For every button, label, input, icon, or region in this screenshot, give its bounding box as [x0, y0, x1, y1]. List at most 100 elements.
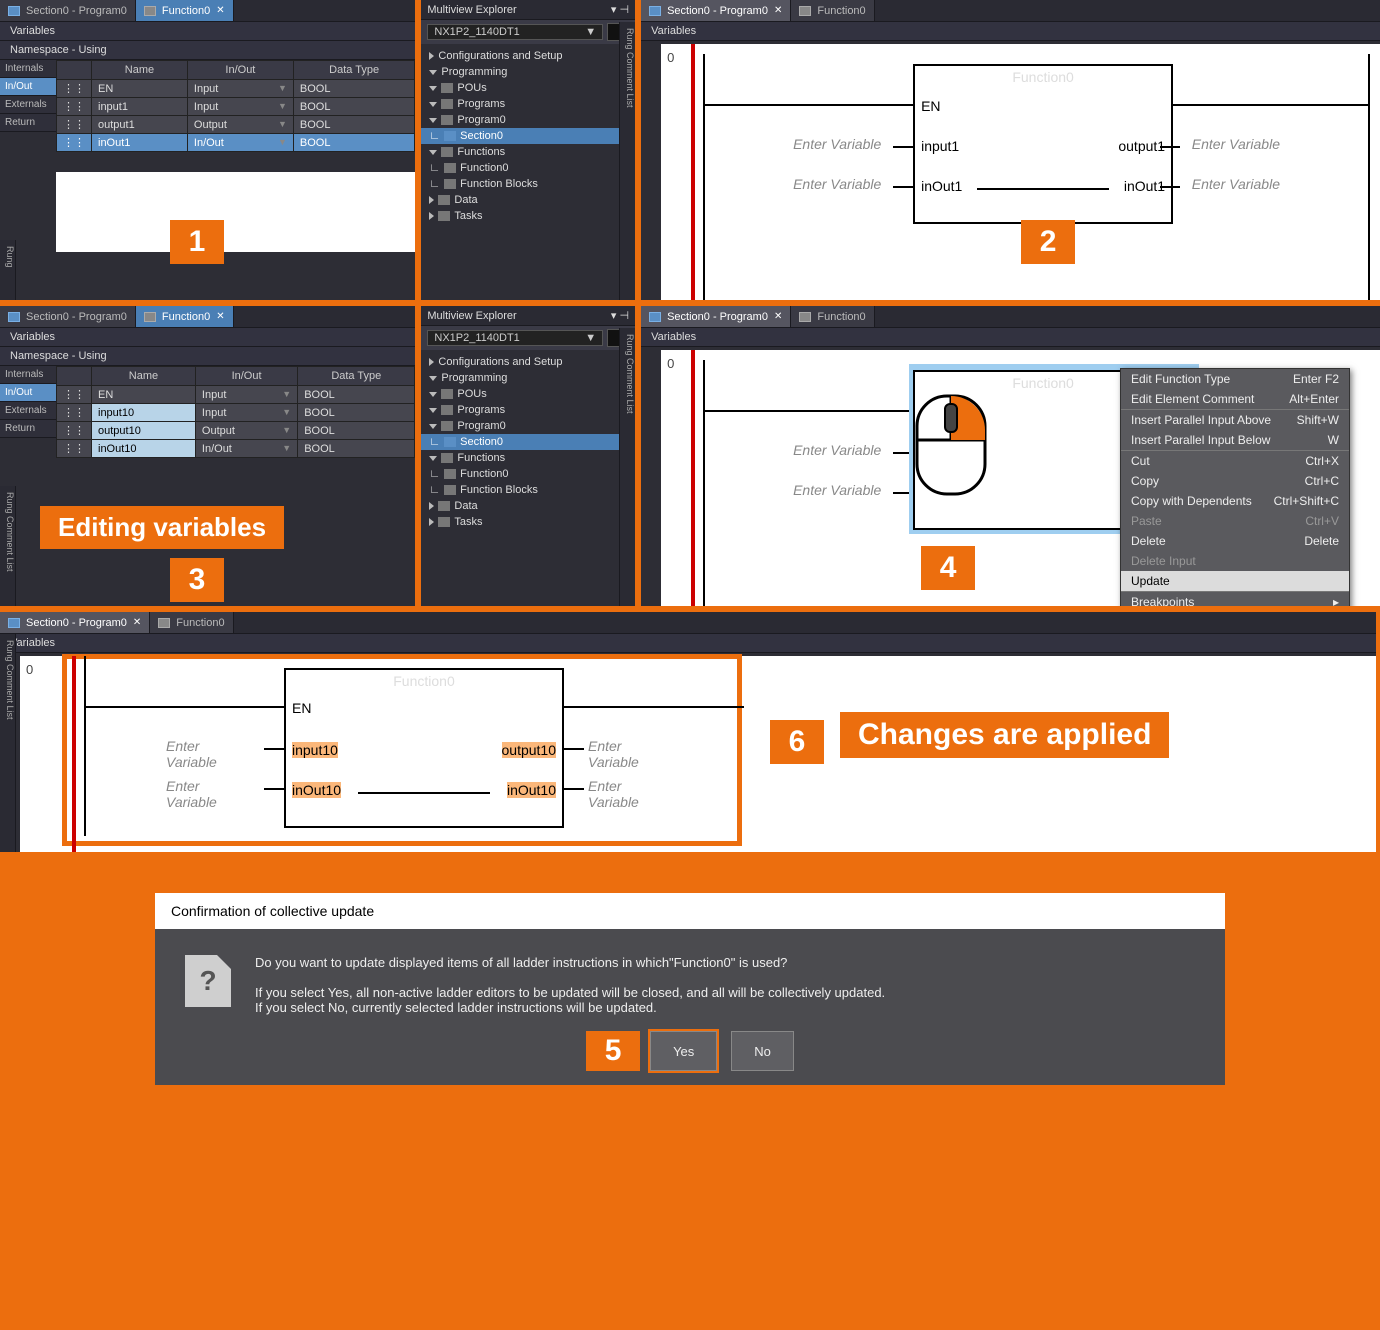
variables-bar[interactable]: Variables [0, 634, 1376, 653]
fb-en: EN [921, 98, 940, 114]
tree-node[interactable]: Program0 [421, 418, 635, 434]
no-button[interactable]: No [731, 1031, 794, 1071]
close-icon[interactable]: ✕ [216, 311, 224, 322]
tab-section[interactable]: Section0 - Program0 [0, 0, 136, 21]
tab-function[interactable]: Function0 [791, 0, 874, 21]
tree-data[interactable]: Data [421, 192, 635, 208]
ctx-item[interactable]: DeleteDelete [1121, 531, 1349, 551]
tree-node[interactable]: ∟ Function0 [421, 466, 635, 482]
tree-node[interactable]: ∟ Function Blocks [421, 482, 635, 498]
tab-function[interactable]: Function0✕ [136, 306, 234, 327]
tree-node[interactable]: ∟ Section0 [421, 434, 635, 450]
ctx-item[interactable]: CopyCtrl+C [1121, 471, 1349, 491]
ctx-item[interactable]: Edit Function TypeEnter F2 [1121, 369, 1349, 389]
callout-1: 1 [170, 220, 224, 264]
tab-function[interactable]: Function0 [150, 612, 233, 633]
ctx-item[interactable]: Insert Parallel Input BelowW [1121, 430, 1349, 450]
tab-section[interactable]: Section0 - Program0✕ [641, 0, 791, 21]
enter-variable[interactable]: Enter Variable [793, 482, 881, 498]
yes-button[interactable]: Yes [650, 1031, 717, 1071]
tree-node[interactable]: POUs [421, 386, 635, 402]
pin-icon[interactable]: ▾ ⊣ [611, 3, 629, 16]
table-row[interactable]: ⋮⋮output1Output▼BOOL [57, 116, 415, 134]
tree-node[interactable]: Tasks [421, 514, 635, 530]
tree-pous[interactable]: POUs [421, 80, 635, 96]
tree-node[interactable]: Configurations and Setup [421, 354, 635, 370]
rung-comment-strip[interactable]: Rung [0, 240, 16, 300]
namespace-bar[interactable]: Namespace - Using [0, 347, 415, 366]
sidetab-return[interactable]: Return [0, 420, 56, 438]
tree-config[interactable]: Configurations and Setup [421, 48, 635, 64]
tree-functionblocks[interactable]: ∟ Function Blocks [421, 176, 635, 192]
namespace-bar[interactable]: Namespace - Using [0, 41, 415, 60]
pin-icon[interactable]: ▾ ⊣ [611, 309, 629, 322]
sidetab-internals[interactable]: Internals [0, 60, 56, 78]
sidetab-externals[interactable]: Externals [0, 96, 56, 114]
ladder-canvas[interactable]: 0 Function0 EN input10 output10 inOut10 … [20, 656, 1376, 852]
enter-variable[interactable]: Enter Variable [793, 176, 881, 192]
enter-variable[interactable]: Enter Variable [588, 778, 639, 810]
rung-comment-strip[interactable]: Rung Comment List [0, 486, 16, 606]
tree-functions[interactable]: Functions [421, 144, 635, 160]
close-icon[interactable]: ✕ [216, 5, 224, 16]
variables-bar[interactable]: Variables [0, 22, 415, 41]
enter-variable[interactable]: Enter Variable [793, 442, 881, 458]
table-row[interactable]: ⋮⋮inOut10In/Out▼BOOL [57, 440, 415, 458]
table-row[interactable]: ⋮⋮output10Output▼BOOL [57, 422, 415, 440]
enter-variable[interactable]: Enter Variable [793, 136, 881, 152]
enter-variable[interactable]: Enter Variable [1192, 176, 1280, 192]
table-row[interactable]: ⋮⋮ENInput▼BOOL [57, 80, 415, 98]
tab-section[interactable]: Section0 - Program0✕ [641, 306, 791, 327]
tree-node[interactable]: Functions [421, 450, 635, 466]
table-row[interactable]: ⋮⋮ENInput▼BOOL [57, 386, 415, 404]
ctx-item[interactable]: CutCtrl+X [1121, 451, 1349, 471]
dialog-title: Confirmation of collective update [155, 893, 1225, 929]
rung-comment-strip[interactable]: Rung Comment List [0, 634, 16, 852]
ctx-item[interactable]: Insert Parallel Input AboveShift+W [1121, 410, 1349, 430]
variables-bar[interactable]: Variables [0, 328, 415, 347]
rung-comment-strip[interactable]: Rung Comment List [619, 328, 635, 606]
tree-node[interactable]: Data [421, 498, 635, 514]
tab-function[interactable]: Function0 [791, 306, 874, 327]
col-type[interactable]: Data Type [293, 61, 414, 80]
rung-comment-strip[interactable]: Rung Comment List [619, 22, 635, 300]
tree-section0[interactable]: ∟ Section0 [421, 128, 635, 144]
ctx-item[interactable]: Breakpoints▸ [1121, 592, 1349, 606]
panel-variables-1: Section0 - Program0 Function0✕ Variables… [0, 0, 415, 300]
tree-node[interactable]: Programming [421, 370, 635, 386]
col-name[interactable]: Name [92, 61, 188, 80]
tab-section[interactable]: Section0 - Program0✕ [0, 612, 150, 633]
tabs: Section0 - Program0 Function0✕ [0, 0, 415, 22]
ctx-item[interactable]: Edit Element CommentAlt+Enter [1121, 389, 1349, 409]
device-selector[interactable]: NX1P2_1140DT1 ▼ [421, 20, 635, 44]
sidetab-inout[interactable]: In/Out [0, 78, 56, 96]
enter-variable[interactable]: Enter Variable [588, 738, 639, 770]
tree-program0[interactable]: Program0 [421, 112, 635, 128]
enter-variable[interactable]: Enter Variable [1192, 136, 1280, 152]
enter-variable[interactable]: Enter Variable [166, 778, 217, 810]
sidetab-inout[interactable]: In/Out [0, 384, 56, 402]
function-block[interactable]: Function0 EN input10 output10 inOut10 in… [284, 668, 564, 828]
enter-variable[interactable]: Enter Variable [166, 738, 217, 770]
sidetab-externals[interactable]: Externals [0, 402, 56, 420]
col-inout[interactable]: In/Out [187, 61, 293, 80]
ctx-item[interactable]: Update [1121, 571, 1349, 591]
tree-programming[interactable]: Programming [421, 64, 635, 80]
table-row[interactable]: ⋮⋮input10Input▼BOOL [57, 404, 415, 422]
variables-bar[interactable]: Variables [641, 22, 1380, 41]
close-icon[interactable]: ✕ [774, 5, 782, 16]
tab-section[interactable]: Section0 - Program0 [0, 306, 136, 327]
ctx-item[interactable]: Copy with DependentsCtrl+Shift+C [1121, 491, 1349, 511]
tree-node[interactable]: Programs [421, 402, 635, 418]
function-block[interactable]: Function0 EN input1 output1 inOut1 inOut… [913, 64, 1173, 224]
fn-icon [144, 6, 156, 16]
variables-bar[interactable]: Variables [641, 328, 1380, 347]
sidetab-internals[interactable]: Internals [0, 366, 56, 384]
table-row[interactable]: ⋮⋮inOut1In/Out▼BOOL [57, 134, 415, 152]
table-row[interactable]: ⋮⋮input1Input▼BOOL [57, 98, 415, 116]
sidetab-return[interactable]: Return [0, 114, 56, 132]
tree-tasks[interactable]: Tasks [421, 208, 635, 224]
tree-programs[interactable]: Programs [421, 96, 635, 112]
tree-function0[interactable]: ∟ Function0 [421, 160, 635, 176]
tab-function[interactable]: Function0✕ [136, 0, 234, 21]
